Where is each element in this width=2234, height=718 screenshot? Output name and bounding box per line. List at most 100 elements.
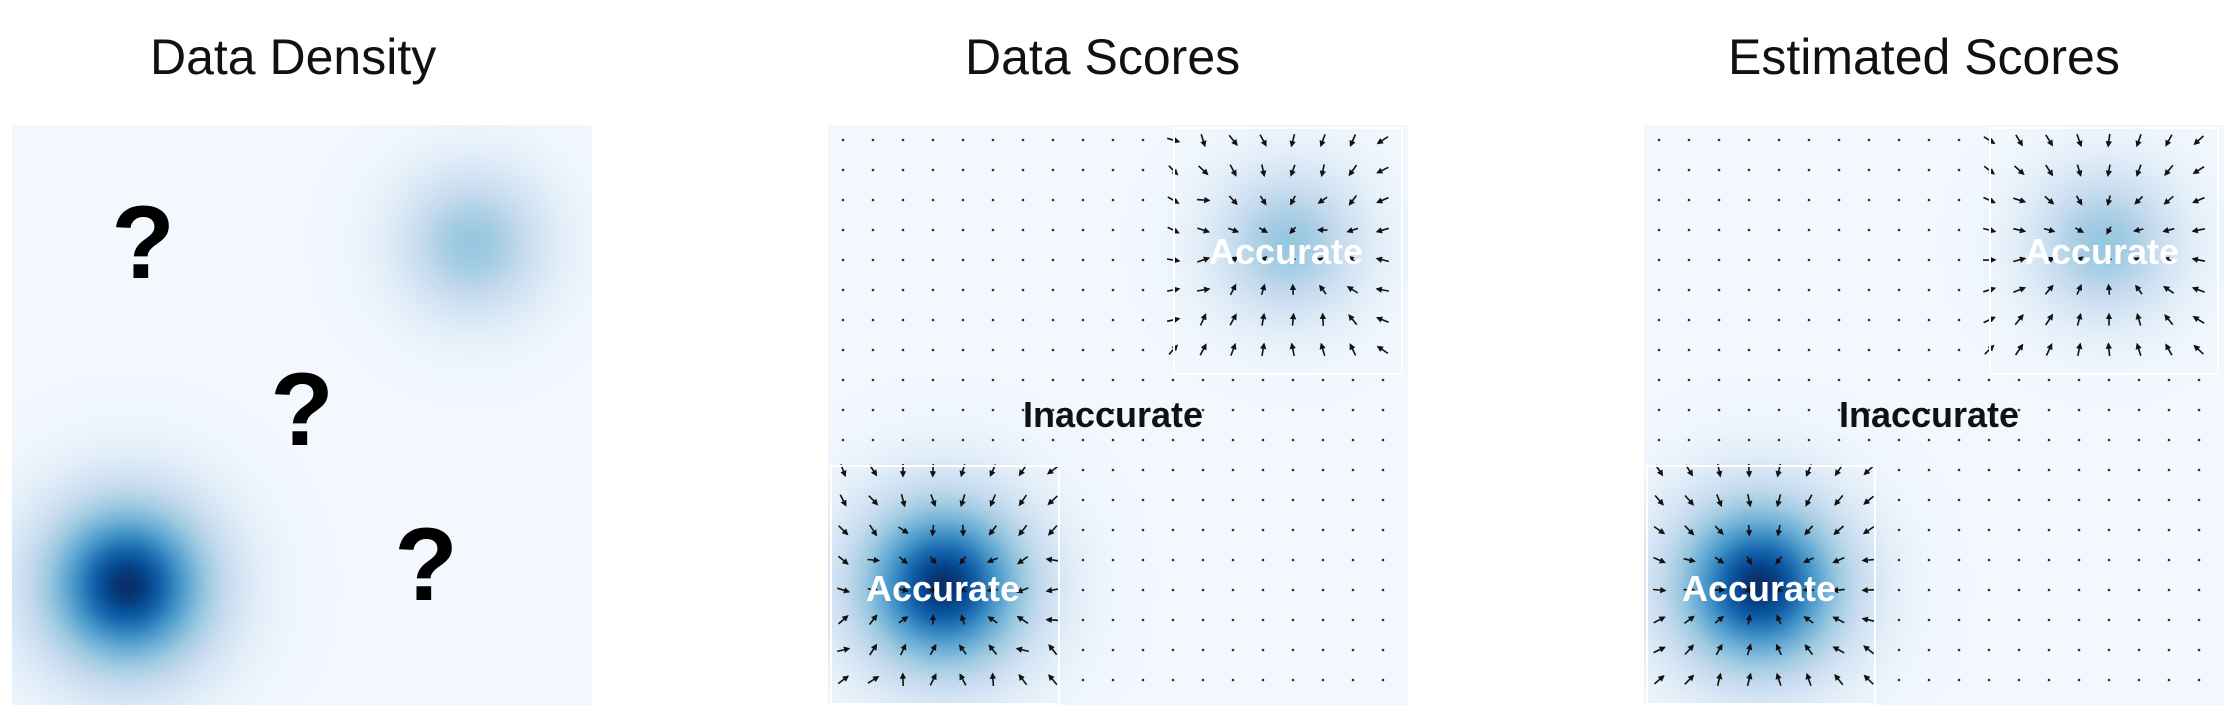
vector-arrow-icon [2134,195,2144,205]
vector-arrow-icon [1290,254,1297,264]
zero-vector-dot [2077,408,2081,412]
zero-vector-dot [1927,258,1931,262]
zero-vector-dot [2077,378,2081,382]
zero-vector-dot [1351,588,1355,592]
vector-arrow-icon [1289,133,1296,148]
zero-vector-dot [1867,408,1871,412]
zero-vector-dot [1927,168,1931,172]
zero-vector-dot [2167,378,2171,382]
zero-vector-dot [1747,408,1751,412]
zero-vector-dot [1111,678,1115,682]
zero-vector-dot [2197,558,2201,562]
title-estimated-scores: Estimated Scores [1728,29,2120,85]
zero-vector-dot [1201,678,1205,682]
zero-vector-dot [1231,648,1235,652]
vector-arrow-icon [1376,135,1389,145]
zero-vector-dot [1927,498,1931,502]
zero-vector-dot [1291,618,1295,622]
zero-vector-dot [2197,468,2201,472]
zero-vector-dot [1351,468,1355,472]
vector-arrow-icon [1317,256,1328,264]
zero-vector-dot [1717,288,1721,292]
zero-vector-dot [1867,198,1871,202]
zero-vector-dot [2047,498,2051,502]
vector-arrow-icon [1290,195,1296,206]
zero-vector-dot [1987,558,1991,562]
vector-arrow-icon [2192,166,2205,175]
zero-vector-dot [841,258,845,262]
vector-arrow-icon [1319,134,1326,148]
zero-vector-dot [2137,648,2141,652]
zero-vector-dot [1171,648,1175,652]
accurate-label: Accurate [1681,568,1837,609]
zero-vector-dot [1141,558,1145,562]
vector-arrow-icon [2045,134,2054,147]
vector-arrow-icon [1196,286,1211,293]
zero-vector-dot [1987,618,1991,622]
zero-vector-dot [1141,288,1145,292]
zero-vector-dot [841,138,845,142]
vector-arrow-icon [1018,673,1028,686]
zero-vector-dot [1957,618,1961,622]
zero-vector-dot [1051,378,1055,382]
accurate-region-box [1989,127,2219,375]
vector-arrow-icon [2076,283,2083,295]
zero-vector-dot [1201,618,1205,622]
zero-vector-dot [1141,168,1145,172]
zero-vector-dot [991,228,995,232]
zero-vector-dot [1261,558,1265,562]
vector-arrow-icon [929,524,937,537]
vector-arrow-icon [2013,256,2027,263]
zero-vector-dot [2197,588,2201,592]
vector-arrow-icon [2043,227,2056,234]
zero-vector-dot [1687,348,1691,352]
vector-arrow-icon [1775,672,1782,686]
zero-vector-dot [841,318,845,322]
scores-density-heatmap [828,125,1408,705]
vector-arrow-icon [1834,674,1844,686]
zero-vector-dot [1351,528,1355,532]
vector-arrow-icon [1319,342,1326,357]
question-mark-icon: ? [394,507,458,623]
zero-vector-dot [1171,498,1175,502]
vector-arrow-icon [1045,556,1060,563]
zero-vector-dot [1957,558,1961,562]
vector-arrow-icon [2075,256,2084,264]
zero-vector-dot [1231,588,1235,592]
inaccurate-label: Inaccurate [1022,394,1204,435]
zero-vector-dot [1231,498,1235,502]
vector-arrow-icon [2164,164,2174,176]
zero-vector-dot [2137,618,2141,622]
zero-vector-dot [1657,408,1661,412]
vector-arrow-icon [2045,343,2053,356]
vector-arrow-icon [1046,465,1059,475]
vector-arrow-icon [2014,343,2024,356]
vector-arrow-icon [1047,524,1058,536]
vector-arrow-icon [1776,614,1782,625]
zero-vector-dot [1687,318,1691,322]
zero-vector-dot [1837,198,1841,202]
zero-vector-dot [1291,378,1295,382]
zero-vector-dot [1957,378,1961,382]
vector-arrow-icon [1861,586,1876,594]
vector-arrow-icon [1348,164,1358,177]
zero-vector-dot [1867,318,1871,322]
zero-vector-dot [1231,678,1235,682]
zero-vector-dot [2017,438,2021,442]
vector-arrow-icon [1653,675,1665,685]
vector-arrow-icon [2162,285,2175,294]
zero-vector-dot [1957,528,1961,532]
inaccurate-label: Inaccurate [1838,394,2020,435]
vector-arrow-icon [1259,283,1267,296]
zero-vector-dot [1957,168,1961,172]
vector-arrow-icon [2106,254,2113,265]
zero-vector-dot [1381,678,1385,682]
vector-arrow-icon [1015,646,1029,653]
zero-vector-dot [1081,438,1085,442]
vector-arrow-icon [1831,586,1845,594]
zero-vector-dot [1957,648,1961,652]
zero-vector-dot [1111,228,1115,232]
zero-vector-dot [1051,288,1055,292]
vector-arrow-icon [2045,164,2054,177]
vector-arrow-icon [1863,674,1874,685]
